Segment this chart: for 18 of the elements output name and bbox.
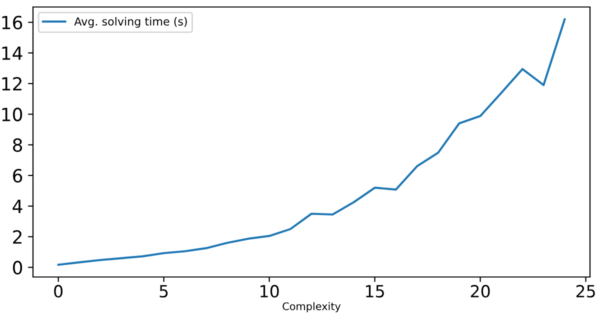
x-tick-label: 0 [54, 284, 63, 298]
x-tick-label: 20 [470, 284, 490, 298]
y-tick-label: 14 [2, 46, 22, 60]
x-tick-label: 5 [160, 285, 168, 298]
line-series [57, 18, 566, 266]
y-tick-label: 12 [2, 77, 22, 90]
y-tick-label: 8 [13, 138, 22, 152]
y-tick-label: 16 [2, 16, 22, 30]
y-tick-label: 10 [2, 108, 22, 122]
x-axis-title: Complexity [282, 302, 341, 312]
y-tick-label: 2 [13, 230, 22, 244]
y-tick-label: 0 [12, 260, 22, 274]
legend-label: Avg. solving time (s) [74, 17, 187, 28]
x-tick-label: 25 [576, 284, 595, 298]
y-tick-label: 6 [13, 168, 22, 183]
x-tick-label: 10 [260, 284, 279, 298]
x-tick-label: 15 [366, 285, 384, 298]
y-tick-label: 4 [12, 200, 22, 213]
